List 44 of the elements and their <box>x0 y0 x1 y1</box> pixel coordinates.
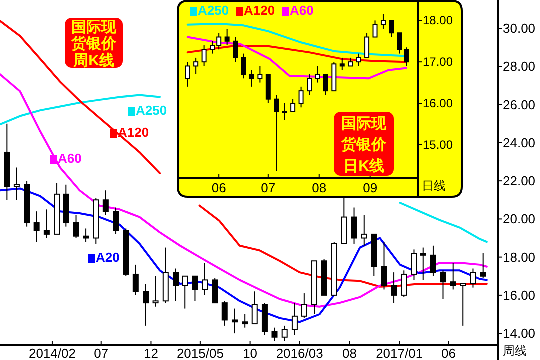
legend-item: A250 <box>190 3 230 18</box>
x-tick-label: 10 <box>243 346 258 360</box>
x-tick-label: 2016/03 <box>276 346 324 360</box>
y-tick-label: 22.00 <box>503 174 536 189</box>
y-tick-label: 15.00 <box>423 138 454 152</box>
y-tick-label: 20.00 <box>503 212 536 227</box>
y-tick-label: 16.00 <box>503 288 536 303</box>
legend-label: A60 <box>290 3 314 18</box>
legend-item: A120 <box>110 125 150 140</box>
legend-item: A20 <box>88 250 120 265</box>
y-tick-label: 18.00 <box>503 250 536 265</box>
x-tick-label: 2015/05 <box>176 346 224 360</box>
legend-item: A60 <box>50 151 82 166</box>
legend-item: A60 <box>282 3 314 18</box>
y-tick-label: 18.00 <box>423 14 454 28</box>
y-tick-label: 24.00 <box>503 135 536 150</box>
legend-label: A60 <box>58 151 82 166</box>
y-tick-label: 26.00 <box>503 97 536 112</box>
y-tick-label: 17.00 <box>423 55 454 70</box>
x-tick-label: 07 <box>261 180 276 196</box>
x-tick-label: 08 <box>342 346 357 360</box>
y-tick-label: 28.00 <box>503 59 536 74</box>
title: 国际现货银价周K线 <box>65 18 123 70</box>
y-tick-label: 16.00 <box>423 96 454 110</box>
legend-label: A120 <box>244 3 276 18</box>
y-tick-label: 30.00 <box>503 21 536 36</box>
x-tick-label: 07 <box>94 346 109 360</box>
x-tick-label: 08 <box>312 180 327 196</box>
x-tick-label: 06 <box>212 180 226 196</box>
legend-item: A120 <box>236 3 276 18</box>
x-tick-label: 2017/01 <box>376 346 424 360</box>
x-tick-label: 2014/02 <box>28 346 76 360</box>
legend-label: A120 <box>118 125 150 140</box>
x-tick-label: 06 <box>442 346 456 360</box>
title: 国际现货银价日K线 <box>334 112 394 176</box>
legend-label: A250 <box>136 103 168 118</box>
x-tick-label: 12 <box>144 346 158 360</box>
legend-label: A250 <box>198 3 230 18</box>
legend-label: A20 <box>96 250 120 265</box>
x-tick-label: 09 <box>363 180 378 196</box>
legend-item: A250 <box>128 103 168 118</box>
x-axis-title: 日线 <box>422 179 446 193</box>
x-axis-title: 周线 <box>503 344 527 358</box>
y-tick-label: 14.00 <box>503 326 536 342</box>
